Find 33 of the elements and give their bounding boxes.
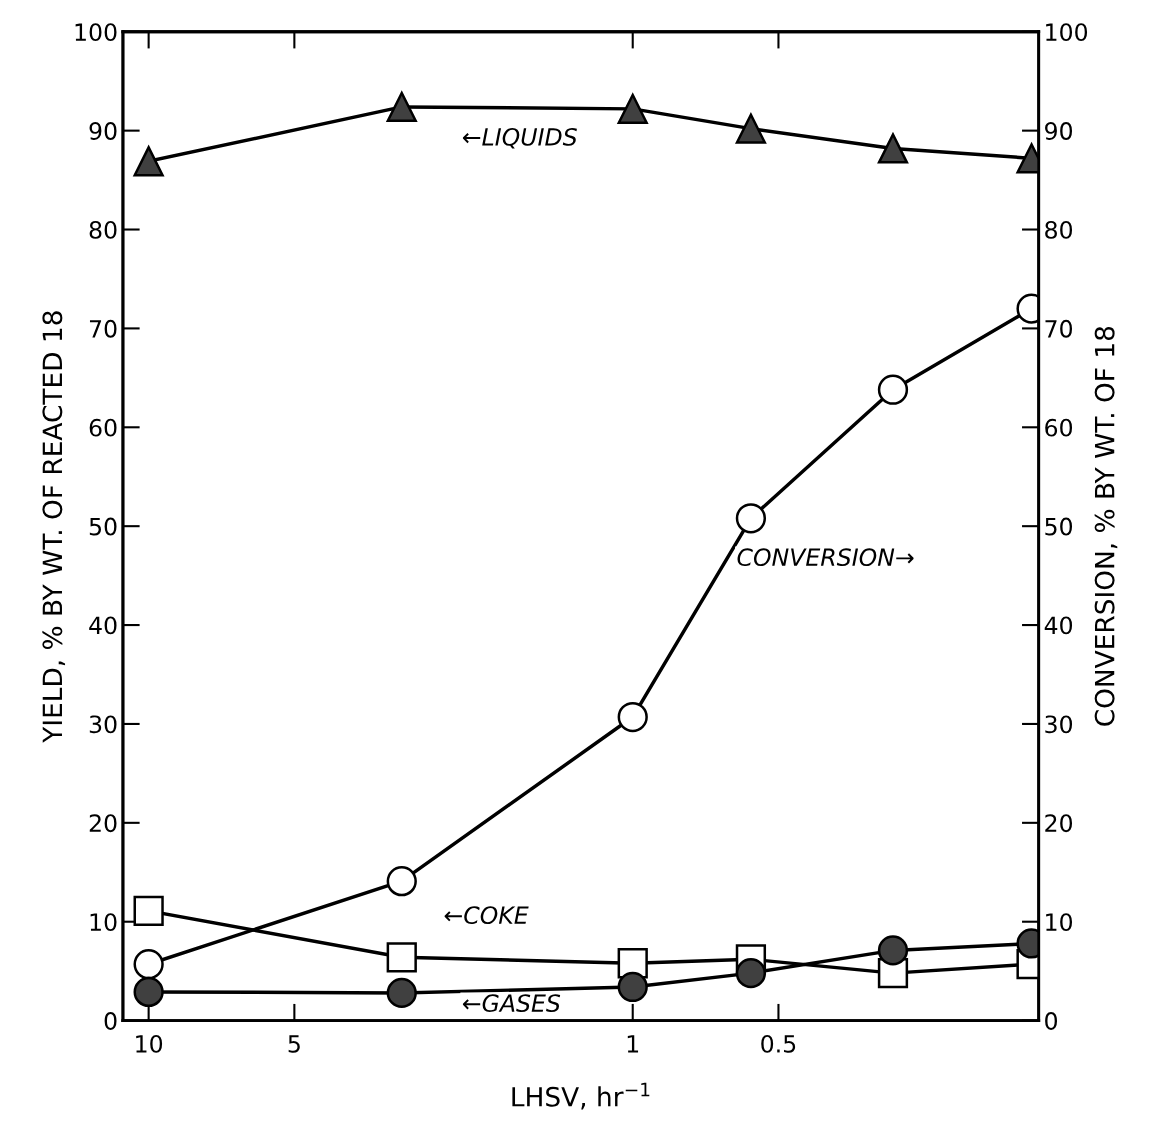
y2-tick-label: 10 [1046,913,1073,932]
annotation: ←GASES [462,994,561,1013]
y-tick-label: 80 [89,220,117,239]
x-axis-title: LHSV, hr$^{−1}$ [512,1082,650,1110]
y-tick-label: 50 [89,517,117,536]
y2-tick-label: 90 [1045,122,1073,140]
y-tick-label: 0 [104,1012,117,1030]
x-tick-label: 10 [136,1034,163,1053]
y-tick-label: 100 [75,23,117,42]
x-tick-label: 5 [288,1035,300,1053]
annotation: ←COKE [444,906,529,925]
y2-tick-label: 70 [1045,319,1073,338]
annotation: CONVERSION→ [737,548,914,567]
y-axis-title: YIELD, % BY WT. OF REACTED 18 [42,311,66,743]
y2-tick-label: 40 [1044,616,1073,635]
y-tick-label: 30 [89,715,117,734]
y-tick-label: 70 [89,319,117,338]
annotation: ←LIQUIDS [462,127,577,149]
y-tick-label: 40 [89,616,117,635]
y2-tick-label: 60 [1045,418,1073,437]
y2-tick-label: 20 [1045,814,1073,833]
y-tick-label: 60 [89,418,117,437]
x-tick-label: 1 [627,1035,639,1053]
y2-axis-title: CONVERSION, % BY WT. OF 18 [1094,326,1118,726]
y2-tick-label: 50 [1045,517,1073,536]
y2-tick-label: 80 [1045,220,1073,239]
y2-tick-label: 100 [1046,23,1088,42]
y-tick-label: 10 [90,913,117,932]
y2-tick-label: 0 [1045,1012,1058,1030]
y2-tick-label: 30 [1045,715,1073,734]
y-tick-label: 90 [89,122,117,140]
x-tick-label: 0.5 [761,1034,796,1053]
y-tick-label: 20 [89,814,117,833]
